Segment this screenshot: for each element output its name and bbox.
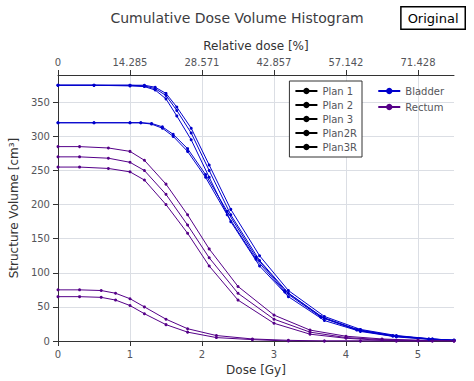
svg-text:50: 50 xyxy=(37,301,50,312)
svg-text:100: 100 xyxy=(31,267,50,278)
svg-text:250: 250 xyxy=(31,165,50,176)
svg-text:Rectum: Rectum xyxy=(405,102,443,113)
svg-text:1: 1 xyxy=(127,349,133,360)
svg-text:300: 300 xyxy=(31,131,50,142)
svg-text:28.571: 28.571 xyxy=(184,57,219,68)
svg-text:Bladder: Bladder xyxy=(405,86,445,97)
svg-text:Plan 2: Plan 2 xyxy=(322,100,353,111)
svg-text:200: 200 xyxy=(31,199,50,210)
svg-text:14.285: 14.285 xyxy=(112,57,147,68)
svg-text:Plan 1: Plan 1 xyxy=(322,86,353,97)
svg-text:Plan3R: Plan3R xyxy=(322,142,357,153)
svg-text:Plan 3: Plan 3 xyxy=(322,114,353,125)
svg-text:Plan2R: Plan2R xyxy=(322,128,357,139)
svg-text:150: 150 xyxy=(31,233,50,244)
svg-text:Structure Volume [cm³]: Structure Volume [cm³] xyxy=(7,138,21,279)
svg-text:Relative dose [%]: Relative dose [%] xyxy=(203,39,308,53)
svg-text:350: 350 xyxy=(31,97,50,108)
svg-text:4: 4 xyxy=(343,349,349,360)
svg-text:Original: Original xyxy=(408,11,459,26)
svg-text:5: 5 xyxy=(415,349,421,360)
svg-text:0: 0 xyxy=(55,349,61,360)
svg-text:0: 0 xyxy=(44,336,50,347)
svg-text:42.857: 42.857 xyxy=(256,57,291,68)
svg-text:3: 3 xyxy=(271,349,277,360)
svg-text:0: 0 xyxy=(55,57,61,68)
svg-text:2: 2 xyxy=(199,349,205,360)
svg-text:71.428: 71.428 xyxy=(400,57,435,68)
svg-text:Dose [Gy]: Dose [Gy] xyxy=(226,363,286,377)
svg-text:57.142: 57.142 xyxy=(328,57,363,68)
svg-text:Cumulative Dose Volume Histogr: Cumulative Dose Volume Histogram xyxy=(110,10,363,26)
